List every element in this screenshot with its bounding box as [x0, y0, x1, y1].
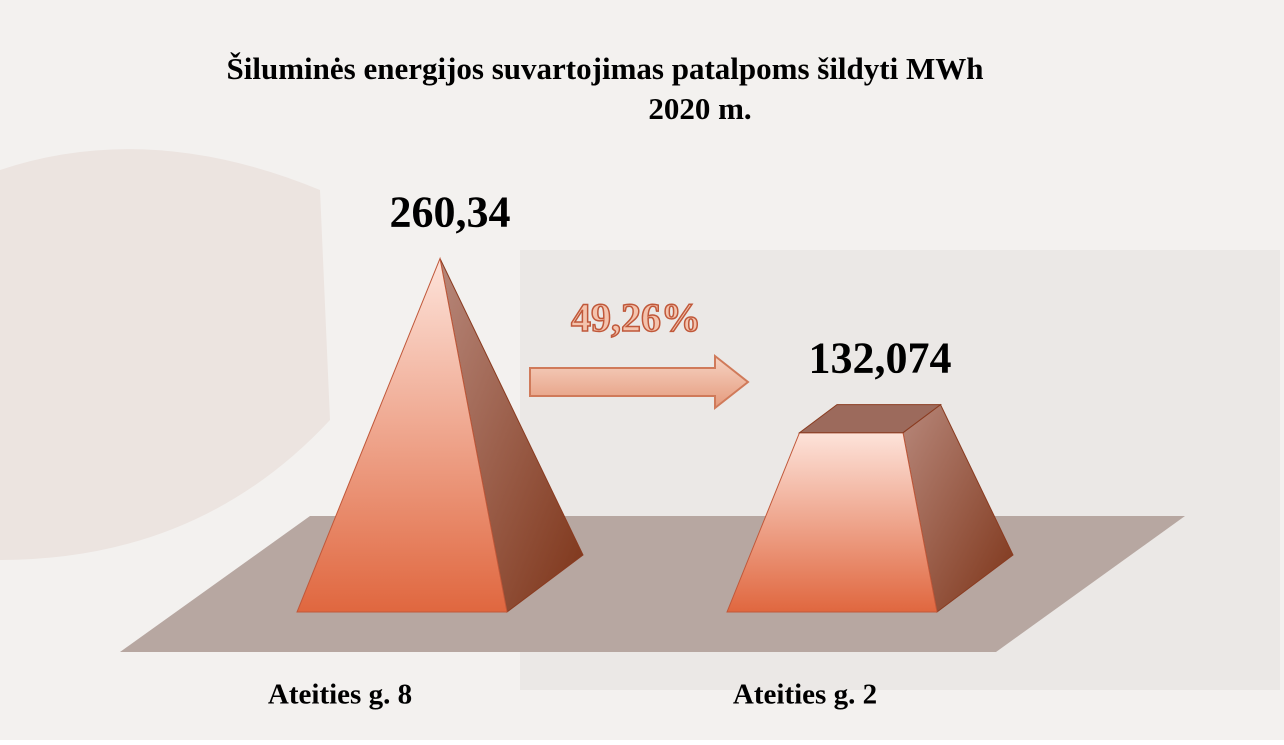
value-label: 260,34	[390, 188, 511, 237]
category-label: Ateities g. 2	[733, 679, 877, 711]
value-label: 132,074	[809, 334, 952, 383]
background-hand	[0, 149, 330, 560]
arrow	[529, 353, 750, 411]
chart-title: 2020 m.	[648, 91, 751, 126]
chart-title: Šiluminės energijos suvartojimas patalpo…	[227, 51, 984, 86]
annotation: 49,26%	[571, 295, 701, 340]
pyramid-top	[797, 404, 943, 434]
category-label: Ateities g. 8	[268, 679, 412, 711]
pyramid-front	[296, 256, 508, 613]
